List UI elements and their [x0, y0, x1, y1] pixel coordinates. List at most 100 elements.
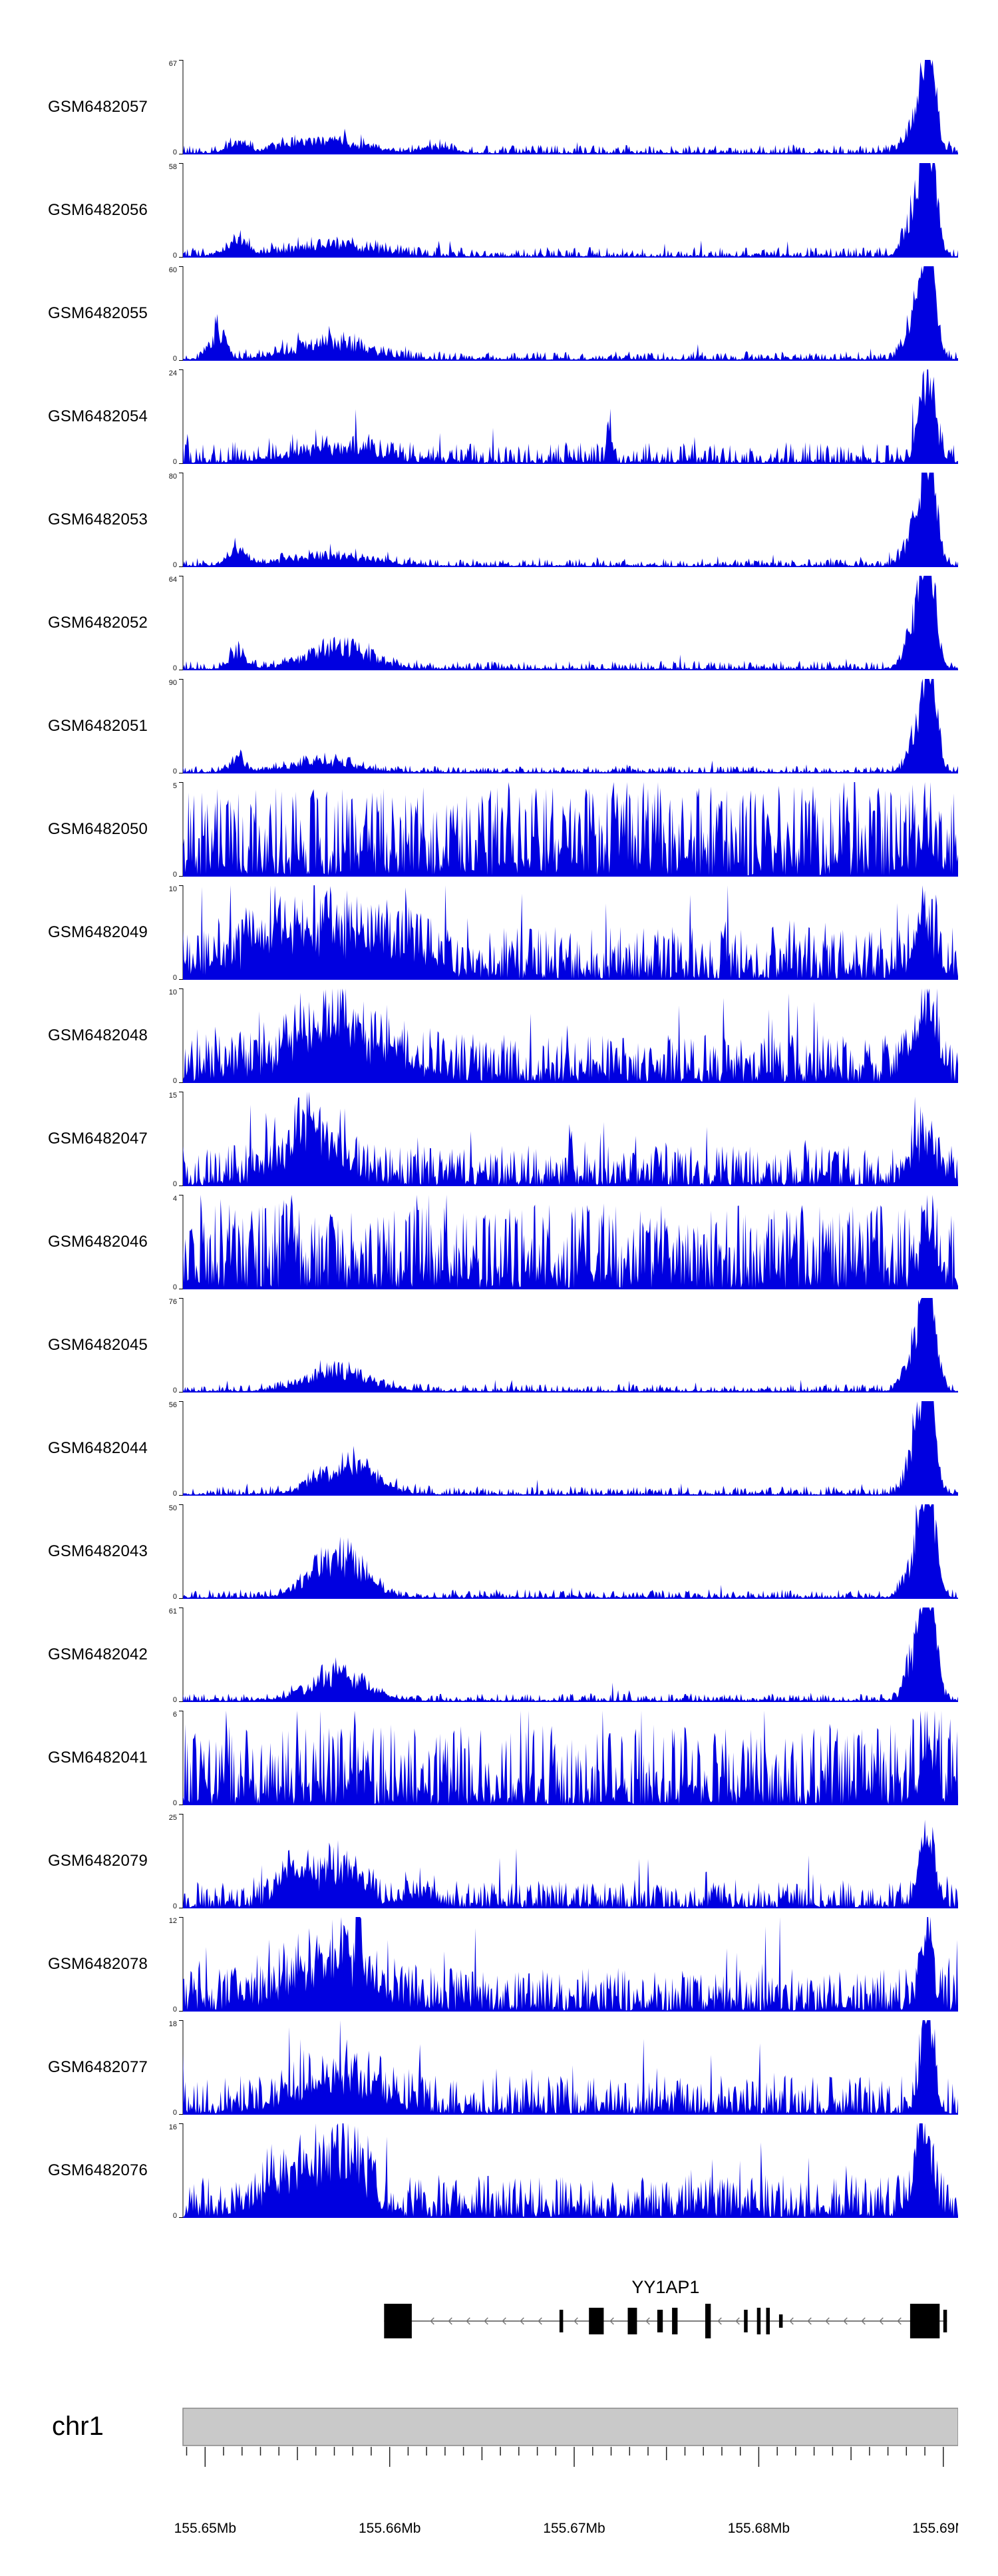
y-max-label: 58: [169, 163, 177, 171]
coverage-signal: [183, 679, 958, 773]
y-zero-label: 0: [173, 2109, 177, 2115]
chromosome-row: chr1 155.65Mb 155.66Mb 155.67Mb 155.68Mb 155…: [0, 2408, 998, 2561]
coverage-plot: 18 0: [169, 2020, 958, 2115]
exon: [910, 2304, 940, 2338]
ruler-tick-label: 155.68Mb: [728, 2521, 790, 2536]
coverage-plot: 80 0: [169, 473, 958, 567]
exon: [384, 2304, 412, 2338]
gene-model-plot: YY1AP1: [384, 2277, 947, 2338]
strand-arrow-icon: [717, 2317, 722, 2325]
track-label: GSM6482041: [48, 1749, 148, 1767]
track-row: GSM6482044 56 0: [0, 1401, 998, 1504]
strand-arrow-icon: [861, 2317, 866, 2325]
coverage-plot: 60: [173, 1711, 958, 1805]
y-max-label: 76: [169, 1298, 177, 1306]
gene-name-label: YY1AP1: [631, 2277, 699, 2297]
coverage-plot: 12 0: [169, 1917, 958, 2012]
track-row: GSM6482076 16 0: [0, 2123, 998, 2227]
y-max-label: 10: [169, 885, 177, 893]
y-zero-label: 0: [173, 458, 177, 464]
track-row: GSM6482048 10 0: [0, 988, 998, 1092]
chromosome-ideogram-and-ruler: 155.65Mb 155.66Mb 155.67Mb 155.68Mb 155.69Mb: [174, 2408, 958, 2536]
y-max-label: 90: [169, 679, 177, 687]
track-label: GSM6482056: [48, 201, 148, 219]
coverage-signal: [183, 2020, 958, 2115]
coverage-plot: 76 0: [169, 1298, 958, 1393]
track-row: GSM6482045 76 0: [0, 1298, 998, 1401]
coverage-signal: [183, 1819, 958, 1908]
coverage-signal: [183, 60, 958, 154]
track-row: GSM6482054 24 0: [0, 369, 998, 473]
exon: [766, 2308, 770, 2334]
coverage-plot: 25 0: [169, 1814, 958, 1908]
y-max-label: 56: [169, 1401, 177, 1409]
track-label: GSM6482077: [48, 2058, 148, 2076]
track-row: GSM6482056 58 0: [0, 163, 998, 266]
coverage-plot: 24 0: [169, 369, 958, 464]
coverage-signal: [183, 163, 958, 258]
y-zero-label: 0: [173, 2212, 177, 2218]
y-zero-label: 0: [173, 1593, 177, 1599]
ruler-tick-label: 155.69Mb: [912, 2521, 958, 2536]
y-zero-label: 0: [173, 1387, 177, 1393]
coverage-plot: 15 0: [169, 1092, 958, 1186]
y-max-label: 24: [169, 369, 177, 377]
track-row: GSM6482052 64 0: [0, 576, 998, 679]
strand-arrow-icon: [520, 2317, 524, 2325]
track-row: GSM6482047 15 0: [0, 1092, 998, 1195]
ideogram-bar: [182, 2408, 958, 2446]
y-max-label: 6: [173, 1711, 177, 1719]
strand-arrow-icon: [789, 2317, 794, 2325]
track-label: GSM6482050: [48, 820, 148, 838]
strand-arrow-icon: [825, 2317, 830, 2325]
coverage-signal: [183, 1917, 958, 2012]
exon: [943, 2310, 947, 2332]
exon: [705, 2304, 711, 2338]
y-max-label: 25: [169, 1814, 177, 1822]
track-label: GSM6482053: [48, 511, 148, 529]
coverage-plot: 10 0: [169, 885, 958, 980]
coverage-plot: 64 0: [169, 576, 958, 670]
track-row: GSM6482078 12 0: [0, 1917, 998, 2020]
strand-arrow-icon: [843, 2317, 848, 2325]
strand-arrow-icon: [735, 2317, 740, 2325]
y-zero-label: 0: [173, 1799, 177, 1805]
track-label: GSM6482055: [48, 304, 148, 322]
coverage-signal: [183, 988, 958, 1083]
coverage-plot: 10 0: [169, 988, 958, 1083]
strand-arrow-icon: [448, 2317, 452, 2325]
y-max-label: 18: [169, 2020, 177, 2028]
track-label: GSM6482044: [48, 1439, 148, 1457]
coverage-signal: [183, 2123, 958, 2218]
strand-arrow-icon: [879, 2317, 884, 2325]
strand-arrow-icon: [645, 2317, 650, 2325]
coverage-plot: 61 0: [169, 1608, 958, 1702]
y-zero-label: 0: [173, 1902, 177, 1908]
track-row: GSM6482079 25 0: [0, 1814, 998, 1917]
exon: [756, 2308, 761, 2334]
exon: [559, 2310, 564, 2332]
coverage-signal: [183, 576, 958, 670]
y-max-label: 50: [169, 1504, 177, 1512]
coverage-plot: 90 0: [169, 679, 958, 773]
coverage-signal: [183, 885, 958, 980]
y-zero-label: 0: [173, 148, 177, 154]
y-max-label: 61: [169, 1608, 177, 1615]
y-zero-label: 0: [173, 1490, 177, 1496]
track-row: GSM6482077 18 0: [0, 2020, 998, 2123]
track-row: GSM6482051 90 0: [0, 679, 998, 782]
y-max-label: 12: [169, 1917, 177, 1925]
y-zero-label: 0: [173, 561, 177, 567]
track-label: GSM6482042: [48, 1645, 148, 1663]
ruler-tick-label: 155.66Mb: [359, 2521, 420, 2536]
track-label: GSM6482043: [48, 1542, 148, 1560]
strand-arrow-icon: [466, 2317, 470, 2325]
coverage-signal: [183, 782, 958, 877]
strand-arrow-icon: [574, 2317, 578, 2325]
y-zero-label: 0: [173, 1283, 177, 1289]
exon: [657, 2310, 663, 2332]
coverage-plot: 60 0: [169, 266, 958, 361]
coverage-plot: 40: [173, 1195, 958, 1289]
